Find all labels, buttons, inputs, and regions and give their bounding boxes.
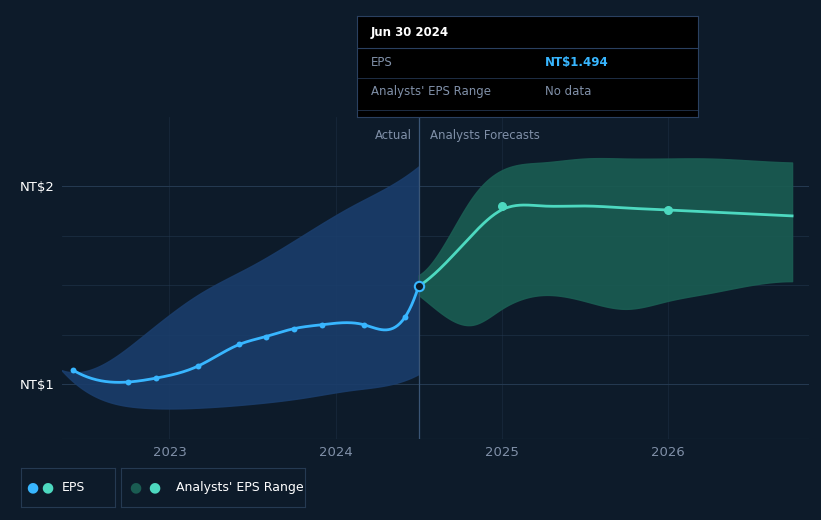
Text: ●: ● (130, 480, 141, 495)
Text: EPS: EPS (371, 56, 392, 69)
Text: NT$1.494: NT$1.494 (544, 56, 608, 69)
Point (661, 206, 674, 214)
Text: ●: ● (25, 480, 38, 495)
Text: No data: No data (544, 85, 591, 98)
Text: Analysts' EPS Range: Analysts' EPS Range (371, 85, 491, 98)
Text: EPS: EPS (62, 481, 85, 494)
Text: ●: ● (41, 480, 53, 495)
Point (399, 313, 412, 321)
Point (357, 320, 370, 329)
Point (191, 362, 204, 370)
Text: Actual: Actual (375, 129, 412, 142)
Point (412, 282, 425, 291)
Text: Jun 30 2024: Jun 30 2024 (371, 25, 449, 39)
Text: Analysts Forecasts: Analysts Forecasts (430, 129, 540, 142)
Point (495, 202, 508, 210)
Point (67, 366, 80, 374)
Text: ●: ● (148, 480, 160, 495)
Point (122, 378, 135, 386)
Point (232, 340, 245, 348)
Point (149, 374, 163, 382)
Point (315, 320, 328, 329)
Point (259, 332, 273, 341)
Text: Analysts' EPS Range: Analysts' EPS Range (177, 481, 304, 494)
Point (287, 324, 300, 333)
